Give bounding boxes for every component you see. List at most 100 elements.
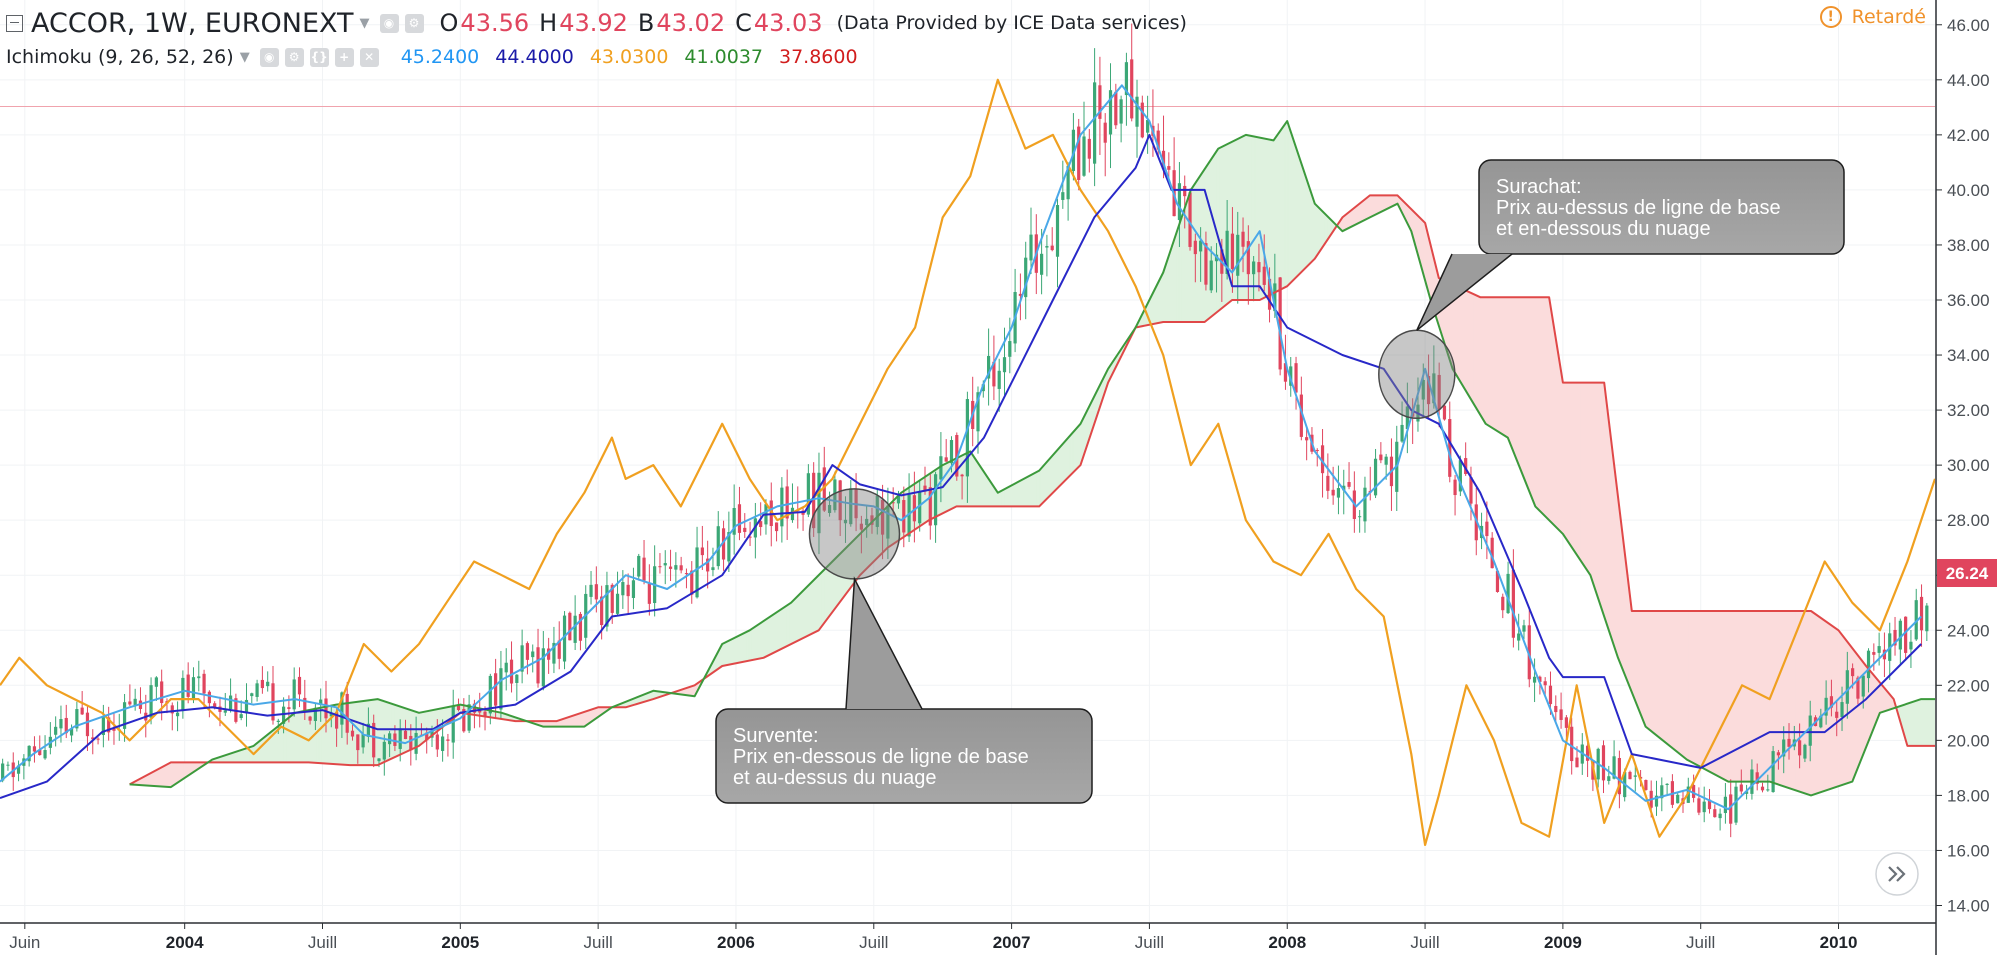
candle-up bbox=[833, 479, 837, 511]
candle-down bbox=[1692, 785, 1696, 798]
candle-down bbox=[759, 521, 763, 528]
y-tick-label: 34.00 bbox=[1947, 346, 1990, 365]
y-tick-label: 24.00 bbox=[1947, 621, 1990, 640]
y-tick-label: 44.00 bbox=[1947, 71, 1990, 90]
candle-up bbox=[499, 668, 503, 710]
candle-down bbox=[1077, 126, 1081, 180]
eye-icon[interactable]: ◉ bbox=[259, 47, 279, 67]
chikou-value: 43.0300 bbox=[589, 46, 669, 68]
indicator-title[interactable]: Ichimoku (9, 26, 52, 26) bbox=[6, 46, 234, 68]
candle-up bbox=[1055, 205, 1060, 257]
x-tick-label: 2008 bbox=[1268, 933, 1306, 952]
candle-up bbox=[313, 707, 317, 722]
source-code-icon[interactable]: {} bbox=[309, 47, 329, 67]
candle-down bbox=[1575, 757, 1579, 768]
candle-up bbox=[790, 507, 795, 521]
candle-up bbox=[1506, 573, 1510, 614]
delayed-data-badge[interactable]: ! Retardé bbox=[1819, 6, 1926, 28]
collapse-icon[interactable] bbox=[6, 14, 23, 32]
candle-down bbox=[955, 434, 959, 477]
candle-down bbox=[1315, 450, 1319, 452]
eye-icon[interactable]: ◉ bbox=[379, 13, 399, 33]
candle-down bbox=[1548, 685, 1553, 705]
candle-up bbox=[388, 733, 392, 745]
chevron-down-icon[interactable]: ▼ bbox=[239, 49, 250, 65]
candle-down bbox=[207, 691, 211, 704]
scroll-right-button[interactable] bbox=[1875, 852, 1919, 896]
candle-up bbox=[1861, 675, 1865, 697]
candle-up bbox=[1045, 246, 1049, 248]
chevron-down-icon[interactable]: ▼ bbox=[359, 15, 370, 31]
callout-pointer-fill bbox=[846, 578, 922, 709]
candle-up bbox=[589, 584, 593, 597]
candle-down bbox=[880, 499, 885, 535]
gear-icon[interactable]: ⚙ bbox=[404, 13, 424, 33]
candle-down bbox=[297, 676, 302, 695]
x-tick-label: Juill bbox=[583, 933, 612, 952]
candle-down bbox=[1278, 277, 1282, 370]
close-icon[interactable]: ✕ bbox=[359, 47, 379, 67]
candle-up bbox=[573, 615, 577, 643]
candle-up bbox=[1, 763, 5, 781]
y-tick-label: 42.00 bbox=[1947, 126, 1990, 145]
y-tick-label: 22.00 bbox=[1947, 676, 1990, 695]
candle-down bbox=[1543, 681, 1547, 686]
x-tick-label: 2006 bbox=[717, 933, 755, 952]
y-tick-label: 28.00 bbox=[1947, 511, 1990, 530]
candle-down bbox=[1856, 677, 1860, 699]
candle-down bbox=[1379, 454, 1383, 461]
candle-down bbox=[1453, 479, 1457, 496]
candle-up bbox=[780, 487, 784, 527]
candle-up bbox=[1421, 380, 1425, 400]
candle-down bbox=[1448, 419, 1452, 477]
candle-up bbox=[59, 719, 63, 729]
span-b-value: 37.8600 bbox=[779, 46, 858, 68]
low-label: B bbox=[637, 9, 655, 37]
candle-up bbox=[896, 495, 901, 504]
gear-icon[interactable]: ⚙ bbox=[284, 47, 304, 67]
candlesticks bbox=[1, 23, 1929, 838]
candle-down bbox=[626, 584, 630, 597]
candle-down bbox=[1241, 231, 1245, 247]
candle-up bbox=[1845, 670, 1849, 704]
kijun-line bbox=[0, 133, 1922, 800]
candle-down bbox=[85, 712, 90, 737]
last-price-tag-label: 26.24 bbox=[1946, 564, 1989, 583]
candle-up bbox=[865, 518, 869, 526]
candle-up bbox=[1877, 646, 1881, 653]
candle-up bbox=[197, 676, 201, 679]
candle-up bbox=[1071, 129, 1076, 172]
x-tick-label: Juill bbox=[308, 933, 337, 952]
x-tick-label: 2010 bbox=[1820, 933, 1858, 952]
candle-down bbox=[610, 584, 614, 613]
candle-down bbox=[1437, 374, 1441, 410]
candle-down bbox=[1760, 786, 1765, 791]
candle-up bbox=[441, 736, 445, 751]
candle-down bbox=[700, 547, 704, 556]
candle-up bbox=[361, 734, 365, 748]
candle-up bbox=[541, 648, 545, 687]
candle-up bbox=[292, 679, 296, 710]
x-tick-label: Juill bbox=[1135, 933, 1164, 952]
candle-up bbox=[1040, 253, 1044, 275]
candle-up bbox=[43, 750, 47, 759]
candle-down bbox=[494, 673, 498, 706]
candle-up bbox=[1061, 192, 1065, 200]
candle-down bbox=[462, 709, 466, 732]
candle-down bbox=[658, 566, 662, 568]
candle-down bbox=[107, 717, 111, 733]
candle-up bbox=[101, 717, 105, 735]
symbol-legend: ACCOR, 1W, EURONEXT ▼ ◉ ⚙ O 43.56 H 43.92 … bbox=[6, 6, 1187, 40]
candle-down bbox=[1442, 405, 1447, 420]
candle-down bbox=[912, 495, 916, 522]
plus-icon[interactable]: + bbox=[334, 47, 354, 67]
candle-up bbox=[695, 547, 699, 598]
callout-text-line: Prix au-dessus de ligne de base bbox=[1496, 197, 1781, 219]
candle-up bbox=[1002, 357, 1007, 373]
candle-up bbox=[181, 677, 185, 712]
kijun-value: 44.4000 bbox=[495, 46, 574, 68]
candle-down bbox=[1183, 185, 1187, 197]
symbol-title[interactable]: ACCOR, 1W, EURONEXT bbox=[31, 7, 354, 39]
candle-up bbox=[1119, 99, 1123, 124]
